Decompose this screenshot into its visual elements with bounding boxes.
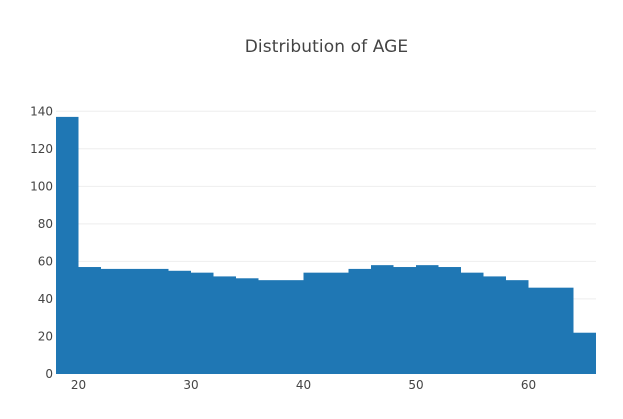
histogram-bar[interactable]: [101, 268, 124, 374]
histogram-bar[interactable]: [416, 265, 439, 374]
histogram-bar[interactable]: [483, 276, 507, 374]
histogram-bar[interactable]: [213, 276, 237, 374]
histogram-bar[interactable]: [191, 272, 214, 374]
y-tick-label: 40: [38, 292, 53, 306]
histogram-bar[interactable]: [551, 287, 574, 374]
histogram-bars: [56, 116, 597, 374]
histogram-bar[interactable]: [573, 332, 597, 374]
y-tick-label: 100: [30, 179, 53, 193]
histogram-bar[interactable]: [348, 268, 372, 374]
histogram-bar[interactable]: [303, 272, 327, 374]
histogram-bar[interactable]: [236, 278, 259, 374]
histogram-bar[interactable]: [146, 268, 169, 374]
histogram-bar[interactable]: [56, 116, 79, 374]
y-tick-label: 20: [38, 329, 53, 343]
y-tick-label: 60: [38, 254, 53, 268]
x-axis-ticks: 20 30 40 50 60: [71, 378, 536, 392]
y-tick-label: 0: [45, 367, 53, 381]
y-axis-ticks: 0 20 40 60 80 100 120 140: [30, 104, 53, 381]
x-tick-label: 50: [408, 378, 423, 392]
histogram-bar[interactable]: [393, 267, 417, 374]
y-tick-label: 140: [30, 104, 53, 118]
histogram-bar[interactable]: [371, 265, 394, 374]
histogram-bar[interactable]: [326, 272, 349, 374]
y-tick-label: 80: [38, 217, 53, 231]
histogram-bar[interactable]: [258, 280, 282, 374]
histogram-bar[interactable]: [438, 267, 462, 374]
histogram-bar[interactable]: [281, 280, 304, 374]
x-tick-label: 60: [521, 378, 536, 392]
x-tick-label: 20: [71, 378, 86, 392]
chart-title: Distribution of AGE: [244, 37, 409, 57]
histogram-bar[interactable]: [461, 272, 484, 374]
y-tick-label: 120: [30, 142, 53, 156]
x-tick-label: 40: [296, 378, 311, 392]
histogram-bar[interactable]: [528, 287, 552, 374]
histogram-bar[interactable]: [78, 267, 102, 374]
histogram-bar[interactable]: [506, 280, 529, 374]
histogram-bar[interactable]: [168, 270, 192, 374]
x-tick-label: 30: [183, 378, 198, 392]
histogram-bar[interactable]: [123, 268, 147, 374]
